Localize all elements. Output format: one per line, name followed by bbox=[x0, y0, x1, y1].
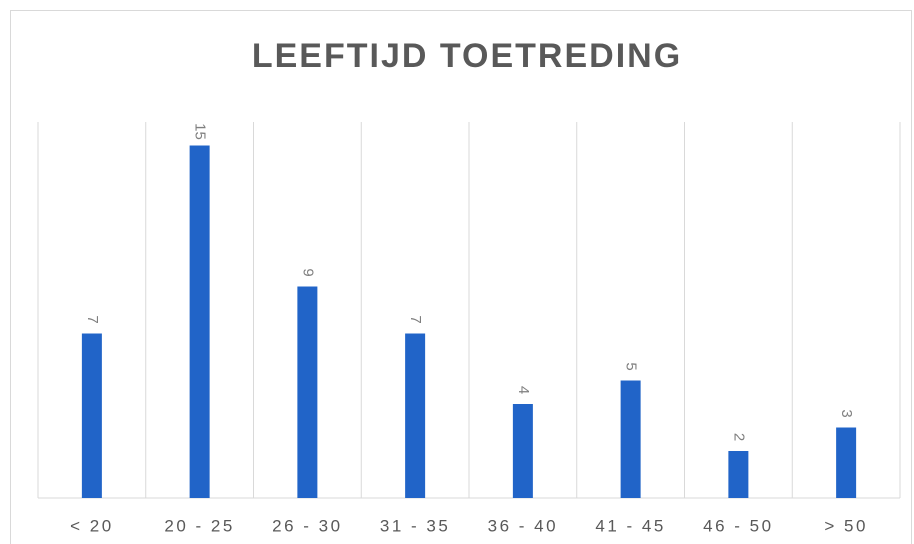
x-tick-label: 36 - 40 bbox=[488, 516, 558, 535]
data-label: 4 bbox=[515, 386, 532, 394]
bar bbox=[512, 404, 533, 498]
data-label: 15 bbox=[192, 123, 209, 140]
x-tick-label: < 20 bbox=[70, 516, 114, 535]
bar bbox=[620, 380, 641, 498]
data-label: 5 bbox=[623, 362, 640, 370]
x-tick-label: > 50 bbox=[824, 516, 868, 535]
x-tick-label: 26 - 30 bbox=[272, 516, 342, 535]
data-label: 9 bbox=[299, 268, 316, 276]
x-tick-label: 46 - 50 bbox=[703, 516, 773, 535]
bar bbox=[728, 451, 749, 498]
data-label: 2 bbox=[730, 433, 747, 441]
chart-title: LEEFTIJD TOETREDING bbox=[252, 37, 682, 75]
x-tick-label: 41 - 45 bbox=[595, 516, 665, 535]
x-tick-label: 31 - 35 bbox=[380, 516, 450, 535]
data-label: 3 bbox=[838, 409, 855, 417]
bar bbox=[297, 286, 318, 498]
data-label: 7 bbox=[407, 315, 424, 323]
bar bbox=[405, 333, 426, 498]
x-tick-label: 20 - 25 bbox=[164, 516, 234, 535]
chart-frame bbox=[10, 10, 912, 544]
data-label: 7 bbox=[84, 315, 101, 323]
bar bbox=[81, 333, 102, 498]
bar bbox=[836, 427, 857, 498]
bar bbox=[189, 145, 210, 498]
